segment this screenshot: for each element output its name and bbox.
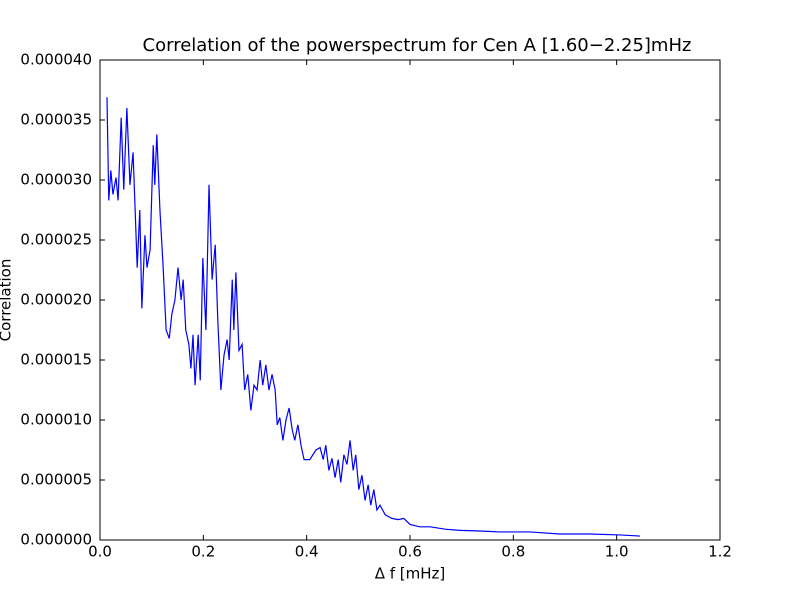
y-axis-label: Correlation	[0, 259, 15, 342]
y-tick-label: 0.000015	[20, 351, 92, 369]
x-tick-label: 0.0	[88, 543, 112, 561]
y-tick-label: 0.000035	[20, 111, 92, 129]
y-tick-label: 0.000030	[20, 171, 92, 189]
data-line	[106, 97, 640, 537]
x-tick-label: 0.4	[295, 543, 319, 561]
y-tick-label: 0.000005	[20, 471, 92, 489]
y-tick-label: 0.000020	[20, 291, 92, 309]
x-tick-label: 0.6	[398, 543, 422, 561]
x-tick-label: 0.8	[501, 543, 525, 561]
x-axis-label: Δ f [mHz]	[375, 565, 446, 583]
x-tick-label: 0.2	[191, 543, 215, 561]
y-tick-label: 0.000000	[20, 531, 92, 549]
plot-frame	[99, 59, 721, 541]
y-tick-label: 0.000040	[20, 51, 92, 69]
x-tick-label: 1.2	[708, 543, 732, 561]
chart-title: Correlation of the powerspectrum for Cen…	[143, 35, 692, 56]
y-tick-label: 0.000025	[20, 231, 92, 249]
x-tick-label: 1.0	[605, 543, 629, 561]
y-tick-label: 0.000010	[20, 411, 92, 429]
